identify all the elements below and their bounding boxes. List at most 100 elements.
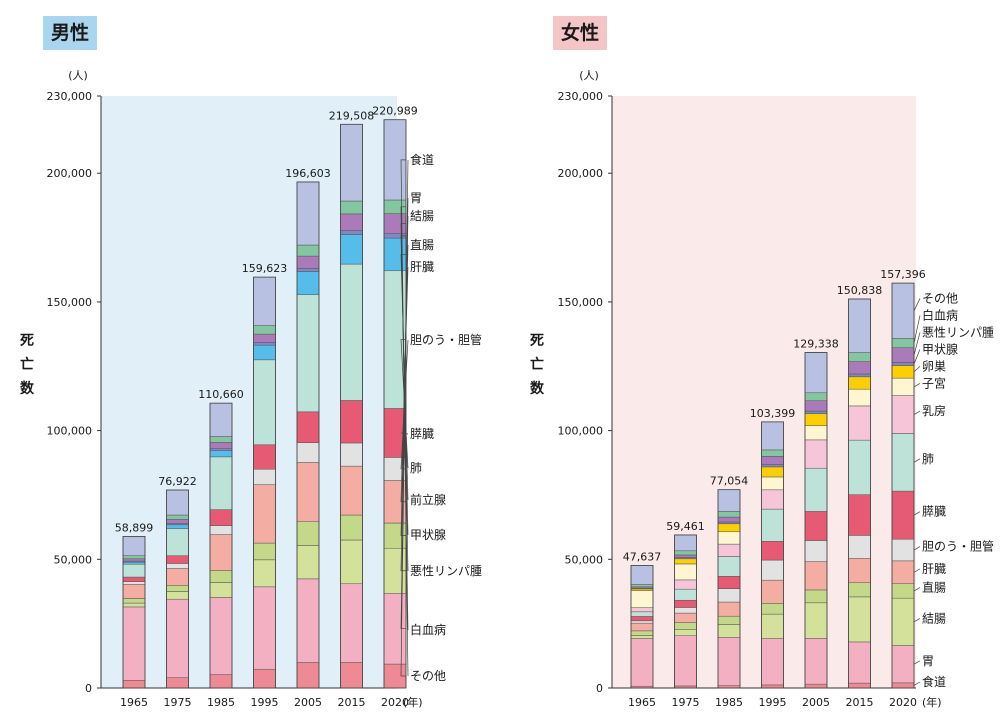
bar-segment bbox=[296, 244, 320, 257]
bar-segment bbox=[717, 516, 741, 523]
bar-segment bbox=[122, 563, 146, 578]
bar-outline bbox=[253, 276, 276, 689]
bar-segment bbox=[891, 433, 915, 492]
bar-segment bbox=[891, 347, 915, 363]
y-tick-label: 200,000 bbox=[558, 167, 604, 180]
bar-segment bbox=[761, 464, 784, 468]
bar-segment bbox=[209, 450, 233, 458]
bar-segment bbox=[253, 484, 276, 544]
bar-segment bbox=[296, 462, 320, 522]
bar-segment bbox=[674, 534, 697, 552]
bar-segment bbox=[761, 421, 784, 451]
bar-segment bbox=[253, 344, 276, 361]
bar-segment bbox=[166, 598, 189, 678]
bar-segment bbox=[804, 413, 828, 426]
bar-total-label: 103,399 bbox=[750, 407, 796, 420]
bar-segment bbox=[848, 361, 871, 375]
legend-label: 子宮 bbox=[922, 375, 946, 390]
bar-segment bbox=[340, 124, 363, 202]
bar-segment bbox=[630, 616, 654, 622]
bar-segment bbox=[848, 641, 871, 684]
bar-segment bbox=[848, 373, 871, 378]
bar-outline bbox=[209, 402, 233, 689]
bar-segment bbox=[761, 541, 784, 561]
bar-outline bbox=[383, 119, 407, 689]
legend-label: 食道 bbox=[410, 152, 434, 167]
bar-segment bbox=[804, 602, 828, 639]
bar-total-label: 58,899 bbox=[115, 521, 154, 534]
legend-leader-line bbox=[913, 383, 921, 388]
bar-segment bbox=[340, 442, 363, 467]
x-tick-label: 2015 bbox=[846, 696, 874, 709]
legend-label: その他 bbox=[410, 669, 446, 683]
y-tick-label: 50,000 bbox=[565, 553, 604, 566]
x-tick-label: 1995 bbox=[759, 696, 787, 709]
bar-segment bbox=[340, 200, 363, 215]
bar-outline bbox=[122, 535, 146, 689]
bar-segment bbox=[804, 439, 828, 469]
bar-segment bbox=[122, 576, 146, 582]
legend-label: 結腸 bbox=[410, 209, 434, 223]
legend-label: 胃 bbox=[922, 654, 934, 668]
bar-segment bbox=[209, 456, 233, 510]
bar-segment bbox=[848, 439, 871, 495]
x-tick-label: 1985 bbox=[715, 696, 743, 709]
y-axis-title-char: 亡 bbox=[20, 356, 34, 373]
bar-segment bbox=[340, 662, 363, 689]
y-tick-label: 230,000 bbox=[558, 90, 604, 103]
y-tick-label: 50,000 bbox=[54, 553, 93, 566]
bar-total-label: 157,396 bbox=[880, 268, 926, 281]
bar-segment bbox=[761, 476, 784, 491]
legend-leader-line bbox=[913, 618, 921, 623]
bar-segment bbox=[717, 523, 741, 533]
bar-segment bbox=[253, 444, 276, 470]
legend-leader-line bbox=[400, 339, 409, 470]
legend-leader-line bbox=[400, 266, 409, 503]
bar-segment bbox=[848, 596, 871, 643]
bar-outline bbox=[630, 564, 654, 689]
bar-total-label: 159,623 bbox=[242, 262, 288, 275]
y-axis-title-char: 数 bbox=[530, 380, 545, 397]
bar-segment bbox=[891, 490, 915, 540]
bar-segment bbox=[674, 588, 697, 601]
y-axis-title-char: 死 bbox=[529, 333, 544, 349]
bar-segment bbox=[717, 521, 741, 525]
x-tick-label: 1965 bbox=[628, 696, 656, 709]
bar-segment bbox=[761, 579, 784, 604]
x-tick-label: 2005 bbox=[802, 696, 830, 709]
bar-segment bbox=[122, 558, 146, 562]
bar-segment bbox=[891, 645, 915, 684]
bar-segment bbox=[340, 583, 363, 663]
y-tick-label: 230,000 bbox=[47, 90, 93, 103]
bar-total-label: 196,603 bbox=[285, 167, 331, 180]
bar-segment bbox=[166, 591, 189, 600]
bar-segment bbox=[122, 555, 146, 560]
bar-outline bbox=[891, 282, 915, 689]
legend-label: 膵臓 bbox=[922, 505, 946, 519]
bar-segment bbox=[122, 598, 146, 604]
bar-segment bbox=[253, 542, 276, 561]
bar-segment bbox=[166, 563, 189, 569]
bar-segment bbox=[630, 590, 654, 608]
bar-total-label: 110,660 bbox=[198, 388, 244, 401]
bar-segment bbox=[253, 359, 276, 446]
male-title: 男性 bbox=[43, 16, 98, 50]
bar-outline bbox=[761, 421, 784, 689]
y-axis-title-char: 数 bbox=[20, 380, 35, 397]
bar-segment bbox=[630, 588, 654, 591]
bar-segment bbox=[717, 588, 741, 603]
bar-segment bbox=[630, 622, 654, 632]
bar-segment bbox=[340, 263, 363, 401]
bar-segment bbox=[630, 638, 654, 687]
x-tick-label: 2020 bbox=[889, 696, 917, 709]
bar-segment bbox=[848, 388, 871, 407]
bar-segment bbox=[296, 181, 320, 246]
legend-label: 食道 bbox=[922, 674, 946, 689]
bar-segment bbox=[674, 622, 697, 630]
bar-total-label: 219,508 bbox=[329, 109, 375, 122]
bar-segment bbox=[166, 524, 189, 529]
bar-total-label: 47,637 bbox=[623, 550, 662, 563]
bar-segment bbox=[804, 638, 828, 685]
bar-segment bbox=[122, 606, 146, 681]
bar-segment bbox=[166, 519, 189, 524]
